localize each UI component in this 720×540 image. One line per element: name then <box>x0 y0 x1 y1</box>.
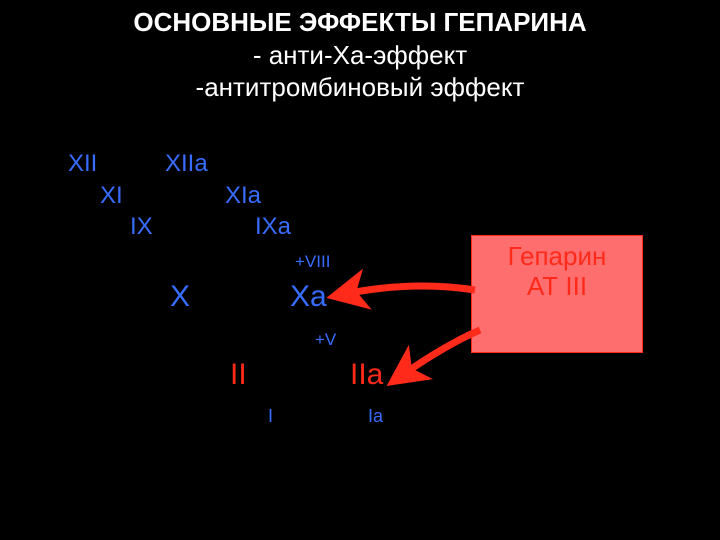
arrow-to-Xa <box>340 286 475 295</box>
factor-IXa: IXa <box>255 213 291 241</box>
factor-IX: IX <box>130 213 153 241</box>
title-sub-1: - анти-Ха-эффект <box>0 39 720 72</box>
heparin-label: Гепарин <box>472 242 642 272</box>
factor-II: II <box>230 358 247 392</box>
cofactor-V: +V <box>315 330 336 350</box>
arrow-to-IIa <box>398 330 480 378</box>
factor-IIa: IIa <box>350 358 383 392</box>
heparin-at3-box: Гепарин АТ III <box>471 235 643 353</box>
factor-XIIa: XIIa <box>165 150 208 178</box>
factor-XII: XII <box>68 150 97 178</box>
factor-XI: XI <box>100 182 123 210</box>
factor-Xa: Xa <box>290 280 327 314</box>
factor-Ia: Ia <box>368 406 383 427</box>
at3-label: АТ III <box>472 272 642 302</box>
factor-I: I <box>268 406 273 427</box>
cofactor-VIII: +VIII <box>295 252 330 272</box>
factor-X: X <box>170 280 190 314</box>
title-block: ОСНОВНЫЕ ЭФФЕКТЫ ГЕПАРИНА - анти-Ха-эффе… <box>0 6 720 104</box>
title-main: ОСНОВНЫЕ ЭФФЕКТЫ ГЕПАРИНА <box>0 6 720 39</box>
title-sub-2: -антитромбиновый эффект <box>0 71 720 104</box>
factor-XIa: XIa <box>225 182 261 210</box>
